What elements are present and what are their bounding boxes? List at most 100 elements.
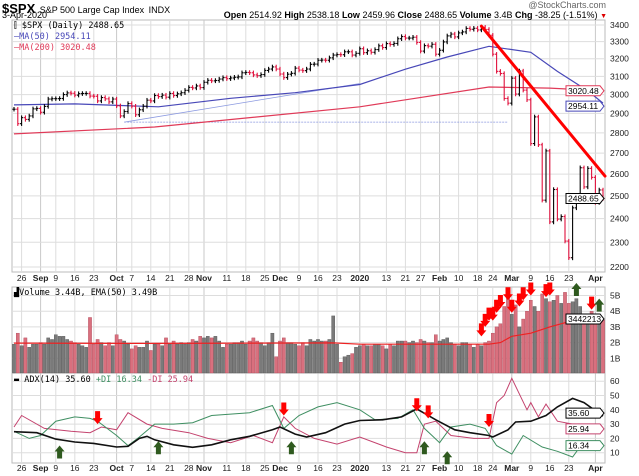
volume-tick-label: 4B (610, 306, 621, 316)
volume-bar (494, 326, 499, 374)
volume-bar (506, 293, 510, 374)
volume-bar (365, 345, 370, 374)
price-bar (168, 91, 172, 100)
volume-bar (434, 334, 438, 374)
volume-value: 3.4B (493, 10, 513, 20)
volume-bar (517, 326, 522, 374)
volume-bar (304, 345, 309, 374)
price-bar (58, 96, 62, 101)
x-axis-label: 26 (17, 463, 27, 473)
x-axis-label: 2020 (350, 273, 369, 283)
price-bar (46, 96, 50, 109)
volume-bar (293, 343, 298, 374)
volume-bar (282, 337, 286, 374)
x-axis-label: 25 (260, 273, 270, 283)
x-axis-label: 21 (401, 273, 411, 283)
volume-bar (335, 343, 339, 374)
volume-bar (171, 340, 176, 374)
volume-bar (411, 340, 415, 374)
price-bar (267, 66, 271, 73)
x-axis-label: 9 (297, 463, 302, 473)
volume-bar (183, 343, 187, 374)
x-axis-label: Nov (196, 463, 212, 473)
price-tick-label: 2600 (610, 169, 629, 179)
price-bar (498, 69, 502, 76)
price-bar (92, 93, 96, 99)
volume-bar (72, 342, 77, 374)
volume-bar (50, 339, 54, 374)
volume-bar (91, 343, 96, 374)
x-axis-label: 16 (70, 273, 80, 283)
volume-bar (114, 334, 119, 374)
volume-bar (65, 339, 69, 374)
adx-swatch: ▬ (14, 375, 20, 385)
x-axis-label: 21 (165, 463, 175, 473)
price-bar (590, 166, 594, 180)
x-axis-label: 10 (454, 273, 464, 283)
x-axis-label: Feb (432, 273, 447, 283)
plus-di-legend-text: +DI 16.34 (95, 375, 142, 385)
volume-bar (126, 343, 130, 374)
price-bar (156, 93, 160, 99)
volume-bar (308, 339, 313, 374)
price-bar (305, 66, 309, 73)
volume-bar (430, 342, 434, 374)
price-bar (506, 96, 510, 106)
volume-bar (464, 342, 469, 374)
symbol: $SPX (2, 1, 36, 16)
volume-bar (217, 340, 222, 374)
price-bar (540, 142, 544, 203)
price-bar (198, 83, 202, 90)
price-bar (297, 65, 301, 73)
buy-arrow-icon (442, 451, 453, 465)
volume-bar (179, 342, 184, 374)
price-bar (77, 91, 81, 98)
x-axis-label: 16 (313, 463, 323, 473)
volume-bar (532, 306, 537, 374)
volume-bar (312, 340, 317, 374)
price-bar (278, 66, 282, 77)
value-box-frame (565, 423, 605, 435)
price-tick-label: 2700 (610, 148, 629, 158)
volume-bar (320, 340, 324, 374)
price-bar (365, 48, 369, 55)
price-bar (164, 92, 168, 100)
price-bar (12, 107, 16, 112)
price-legend: ⫿ $SPX (Daily) 2488.65 —MA(50) 2954.11 —… (14, 21, 124, 54)
volume-bar (551, 300, 556, 374)
price-bar (42, 104, 46, 115)
price-bar (445, 33, 449, 45)
value-box-frame (565, 407, 605, 419)
x-axis-label: 28 (184, 273, 194, 283)
volume-bar (259, 342, 263, 374)
value-box-text: 2954.11 (568, 101, 598, 111)
x-axis-label: Dec (272, 463, 288, 473)
volume-bar (510, 314, 514, 374)
price-bar (255, 72, 259, 78)
sell-arrow-icon (495, 295, 506, 309)
price-bar (555, 187, 559, 222)
volume-bar (148, 350, 153, 374)
adx-line (13, 397, 604, 449)
exchange: INDX (148, 5, 171, 15)
volume-bar (221, 347, 225, 374)
volume-bar (323, 340, 328, 374)
buy-arrow-icon (419, 441, 430, 455)
x-axis-label: 24 (488, 273, 498, 283)
volume-bar (373, 343, 377, 374)
value-box-text: 25.94 (568, 424, 590, 434)
adx-tick-label: 20 (610, 433, 620, 443)
bar-chart-icon: ⫿ (14, 21, 17, 31)
volume-bar (232, 342, 237, 374)
price-bar (586, 166, 590, 190)
value-box-frame (565, 440, 605, 452)
ma50-legend-text: MA(50) 2954.11 (19, 32, 91, 42)
x-axis-label: 26 (17, 273, 27, 283)
volume-bar (487, 340, 491, 374)
volume-bar (190, 339, 195, 374)
price-bar (449, 31, 453, 39)
volume-bar (498, 323, 503, 374)
volume-bar (415, 342, 419, 374)
volume-bar (12, 343, 16, 374)
